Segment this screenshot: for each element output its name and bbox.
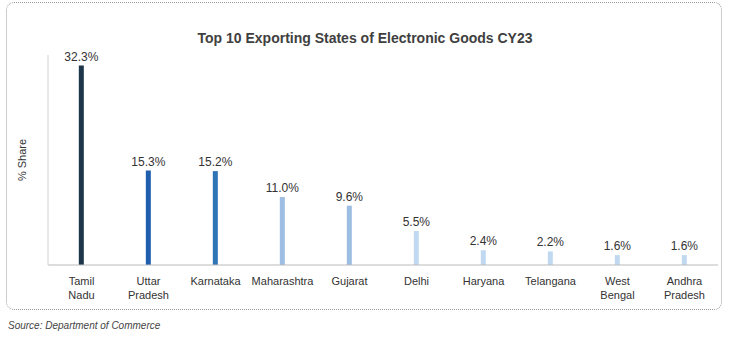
svg-text:AndhraPradesh: AndhraPradesh	[664, 275, 705, 301]
html-text:Source: Department of Commerce: Source: Department of Commerce	[8, 320, 161, 331]
svg-text:Karnataka: Karnataka	[190, 275, 241, 287]
svg-text:1.6%: 1.6%	[604, 239, 632, 253]
svg-text:Haryana: Haryana	[463, 275, 505, 287]
svg-text:UttarPradesh: UttarPradesh	[128, 275, 169, 301]
svg-text:TamilNadu: TamilNadu	[68, 275, 94, 301]
svg-text:Telangana: Telangana	[525, 275, 577, 287]
svg-text:Delhi: Delhi	[404, 275, 429, 287]
svg-text:Maharashtra: Maharashtra	[252, 275, 315, 287]
svg-text:WestBengal: WestBengal	[600, 275, 634, 301]
svg-text:11.0%: 11.0%	[266, 181, 299, 195]
svg-text:5.5%: 5.5%	[403, 215, 431, 229]
svg-text:15.3%: 15.3%	[131, 155, 165, 169]
svg-text:9.6%: 9.6%	[336, 190, 364, 204]
svg-text:15.2%: 15.2%	[198, 155, 232, 169]
svg-text:32.3%: 32.3%	[64, 50, 98, 64]
svg-text:1.6%: 1.6%	[671, 239, 699, 253]
svg-text:% Share: % Share	[16, 139, 28, 181]
svg-text:Gujarat: Gujarat	[331, 275, 367, 287]
svg-text:2.2%: 2.2%	[537, 235, 565, 249]
html-text:Top 10 Exporting States of Ele: Top 10 Exporting States of Electronic Go…	[197, 30, 533, 46]
svg-text:2.4%: 2.4%	[470, 234, 498, 248]
